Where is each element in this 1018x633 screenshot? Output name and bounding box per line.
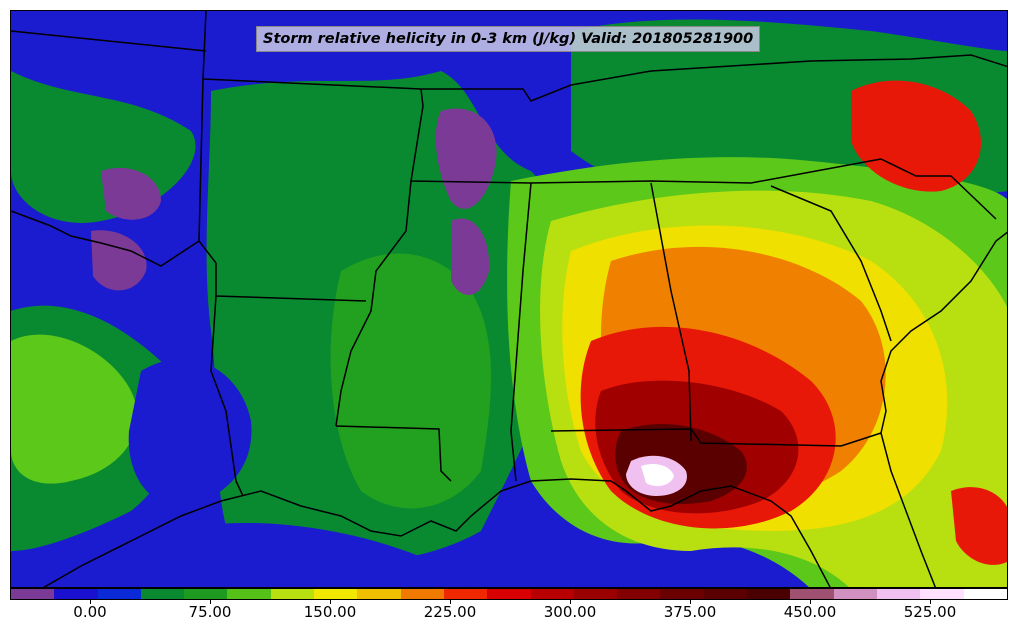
border-north — [202, 54, 1007, 102]
colorbar-segment — [530, 589, 574, 599]
border-fl-al — [550, 428, 842, 447]
colorbar-ticks: 0.00 75.00 150.00 225.00 300.00 375.00 450.00 5… — [10, 600, 1008, 630]
field-ltgreen-west — [11, 334, 138, 484]
field-purple-n — [435, 108, 497, 209]
colorbar-segment — [876, 589, 921, 599]
colorbar-segment — [97, 589, 141, 599]
colorbar-segment — [833, 589, 877, 599]
border-ms-river — [335, 180, 412, 427]
colorbar-tick-label: 150.00 — [303, 603, 357, 621]
colorbar-segment — [660, 589, 704, 599]
colorbar-segment — [11, 589, 55, 599]
colorbar-tick — [90, 600, 91, 604]
border-ms-al — [510, 182, 532, 482]
colorbar-tick — [210, 600, 211, 604]
border-ks-ok — [11, 30, 207, 52]
borders — [11, 11, 1007, 587]
field-white-core — [641, 464, 674, 487]
colorbar-segment — [963, 589, 1007, 599]
colorbar-segment — [184, 589, 228, 599]
coastline-gulf — [42, 478, 831, 587]
colorbar-segment — [270, 589, 315, 599]
colorbar-tick-label: 375.00 — [663, 603, 717, 621]
field-purple-c — [451, 218, 490, 295]
colorbar-tick-label: 525.00 — [903, 603, 957, 621]
colorbar-segment — [487, 589, 531, 599]
border-ok-tx — [198, 11, 217, 264]
map-panel: Storm relative helicity in 0-3 km (J/kg)… — [10, 10, 1008, 588]
colorbar-tick — [570, 600, 571, 604]
coastline-florida — [880, 432, 937, 587]
colorbar-segment — [140, 589, 185, 599]
border-tx-la — [210, 295, 244, 497]
colorbar-tick — [810, 600, 811, 604]
colorbar-segment — [920, 589, 964, 599]
colorbar-segment — [400, 589, 444, 599]
field-red-se — [951, 487, 1007, 565]
border-sc-nc — [880, 158, 997, 220]
border-ga-sc — [770, 185, 892, 342]
coastline-atlantic — [880, 231, 1007, 434]
colorbar-tick — [450, 600, 451, 604]
colorbar-tick-label: 225.00 — [423, 603, 477, 621]
colorbar-tick-label: 300.00 — [543, 603, 597, 621]
field-layers — [11, 11, 1007, 587]
map-title: Storm relative helicity in 0-3 km (J/kg)… — [256, 26, 761, 52]
border-al-ga — [650, 182, 692, 442]
helicity-map — [11, 11, 1007, 587]
colorbar-segment — [790, 589, 834, 599]
colorbar-segment — [227, 589, 271, 599]
colorbar-segment — [617, 589, 661, 599]
colorbar-tick — [330, 600, 331, 604]
colorbar — [10, 588, 1008, 600]
border-tx-mx — [11, 210, 200, 267]
colorbar-segment — [747, 589, 791, 599]
colorbar-tick-label: 0.00 — [73, 603, 107, 621]
field-red-ne — [851, 80, 981, 192]
colorbar-segment — [703, 589, 748, 599]
colorbar-tick-label: 75.00 — [188, 603, 232, 621]
border-ga-fl — [840, 432, 882, 447]
colorbar-segment — [573, 589, 618, 599]
colorbar-segment — [54, 589, 98, 599]
field-blue-gulf — [151, 522, 470, 587]
colorbar-tick-label: 450.00 — [783, 603, 837, 621]
colorbar-segment — [443, 589, 488, 599]
field-purple-nw — [101, 167, 161, 220]
colorbar-segment — [314, 589, 358, 599]
border-la-ms — [335, 425, 452, 482]
field-purple-w — [91, 230, 147, 291]
field-ltgreen-central — [330, 253, 491, 509]
colorbar-tick — [690, 600, 691, 604]
colorbar-tick — [930, 600, 931, 604]
colorbar-segment — [357, 589, 401, 599]
